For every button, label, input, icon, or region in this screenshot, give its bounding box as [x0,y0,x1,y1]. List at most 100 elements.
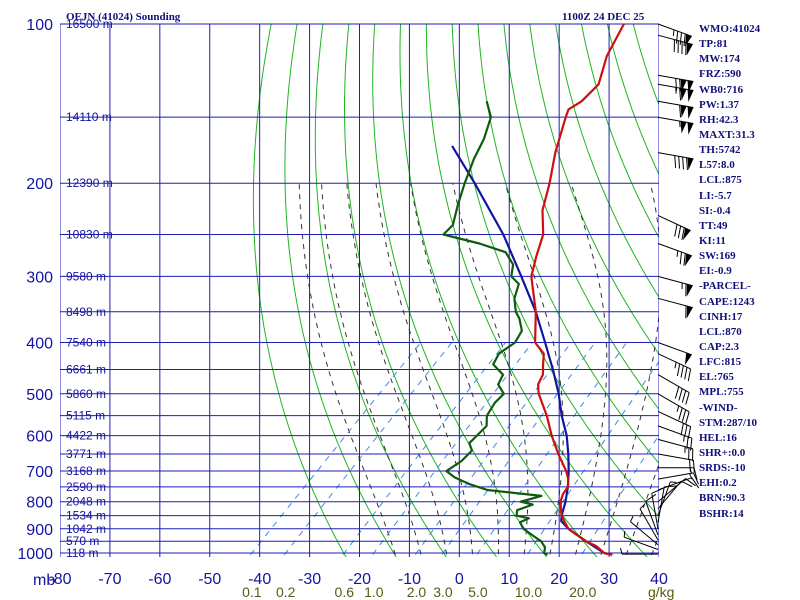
wind-barb-half [674,362,677,369]
mixing-ratio-line [281,342,453,557]
pressure-tick-label: 700 [26,464,53,481]
wind-barb-staff [657,393,690,413]
wind-barb-half [676,250,679,257]
wind-barb-half [623,530,626,538]
mixing-ratio-line [370,342,533,557]
wind-barb-full [689,459,691,472]
wind-barb [639,504,659,541]
wind-barb-full [692,460,695,473]
wind-barb-staff [657,425,692,439]
wind-barb-staff [657,74,694,83]
height-label: 6661 m [66,363,106,377]
wind-barb-pennant [686,42,693,56]
wind-barb-full [685,305,687,319]
dry-adiabat [451,24,659,518]
wind-barb-full [686,436,689,450]
wind-barb-pennant [680,79,687,92]
wind-barb-staff [657,23,692,37]
wind-barb-pennant [684,34,692,47]
dry-adiabat [252,24,347,557]
temperature-tick-label: -10 [398,571,421,588]
wind-barb-full [679,32,682,45]
wind-barb [657,74,694,93]
moist-adiabat [346,183,448,557]
wind-barb-full [677,225,682,239]
mixing-ratio-label: 0.6 [335,584,355,600]
height-label: 9580 m [66,269,106,283]
wind-barb-half [681,282,683,290]
dry-adiabat [399,24,598,557]
sounding-index-item: BRN:90.3 [699,492,746,505]
wind-barb-half [683,435,685,442]
wind-barb-pennant [680,88,687,101]
wind-barb-full [686,157,688,171]
sounding-index-item: LFC:815 [699,356,742,369]
temperature-tick-label: -40 [248,571,271,588]
sounding-index-item: TH:5742 [699,144,741,157]
wind-barb-full [680,480,693,488]
dry-adiabat [503,24,659,411]
wind-barb-half [670,481,677,484]
wind-barb-staff [651,493,659,529]
wind-barb-full [678,388,683,401]
height-label: 3771 m [66,447,106,461]
wind-barb-full [674,386,680,399]
wind-barb-full [688,447,690,461]
wind-barb-full [674,155,677,168]
profiles [442,24,625,556]
wind-barb [657,116,694,135]
sounding-index-item: -WIND- [699,401,738,414]
wind-barb-full [687,368,692,382]
moist-adiabat [298,183,397,557]
sounding-index-item: PW:1.37 [699,98,740,111]
wind-barb-staff [645,501,659,536]
pressure-tick-label: 500 [26,387,53,404]
pressure-tick-label: 1000 [17,546,53,563]
temperature-tick-label: 10 [500,571,518,588]
wind-barb-pennant [684,352,692,366]
wind-barb-half [689,473,693,480]
wind-barb [657,243,692,267]
temperature-tick-label: 30 [600,571,618,588]
wind-barb [620,547,658,555]
mixing-ratio-label: 10.0 [515,584,542,600]
mixing-ratio-unit-label: g/kg [648,584,674,600]
wind-barb-full [683,33,686,47]
sounding-index-item: LCL:870 [699,325,742,338]
wind-barb-full [675,31,679,44]
wind-barb-half [620,547,623,555]
sounding-index-item: WB0:716 [699,83,743,96]
wind-barb-full [692,448,694,462]
wind-barb [657,477,700,491]
wind-barb-pennant [682,228,691,241]
wind-barb-staff [657,472,694,480]
wind-barb-full [679,105,682,118]
wind-barb-full [690,438,693,451]
wind-barb [657,100,694,119]
wind-barb-full [692,472,699,485]
wind-barb-staff [657,275,693,287]
wind-barb-full [677,40,679,54]
height-label: 14110 m [66,110,112,124]
sounding-index-item: CINH:17 [699,310,743,323]
wind-barb-full [681,41,683,55]
mixing-ratio-line [340,342,506,557]
sounding-index-item: LCL:875 [699,174,742,187]
sounding-index-item: CAPE:1243 [699,295,755,308]
sounding-index-item: KI:11 [699,234,726,247]
sounding-index-item: -PARCEL- [699,280,751,293]
wind-barb-full [674,224,678,237]
wind-barb-pennant [687,80,694,93]
moist-adiabat [375,183,474,557]
height-label: 118 m [66,546,98,560]
wind-barb-full [678,156,681,169]
wind-barb-full [678,407,683,420]
wind-barb-full [680,365,684,378]
wind-barb-full [679,88,682,101]
wind-barb-full [645,493,657,502]
wind-barb-full [679,251,682,265]
height-label: 4422 m [66,429,106,443]
wind-barb [657,472,699,485]
